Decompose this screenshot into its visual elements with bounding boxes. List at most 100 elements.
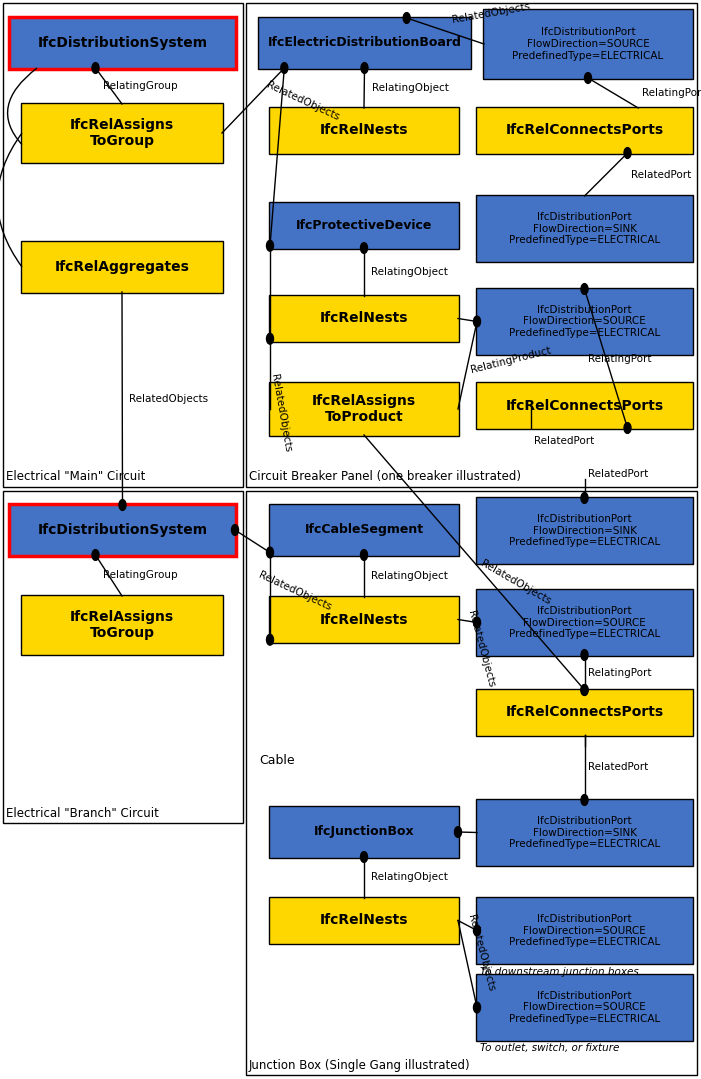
Circle shape <box>624 148 631 159</box>
Circle shape <box>266 547 273 558</box>
Circle shape <box>473 617 480 628</box>
Text: IfcDistributionPort
FlowDirection=SOURCE
PredefinedType=ELECTRICAL: IfcDistributionPort FlowDirection=SOURCE… <box>509 606 660 639</box>
Text: RelatingObject: RelatingObject <box>371 873 448 883</box>
Circle shape <box>585 72 592 83</box>
Text: To outlet, switch, or fixture: To outlet, switch, or fixture <box>480 1043 620 1053</box>
Text: RelatedObjects: RelatedObjects <box>479 558 552 606</box>
Text: IfcDistributionPort
FlowDirection=SINK
PredefinedType=ELECTRICAL: IfcDistributionPort FlowDirection=SINK P… <box>509 514 660 547</box>
Text: RelatingPort: RelatingPort <box>588 668 651 678</box>
Text: IfcElectricDistributionBoard: IfcElectricDistributionBoard <box>268 37 461 50</box>
FancyBboxPatch shape <box>269 596 458 643</box>
FancyBboxPatch shape <box>476 288 693 355</box>
FancyBboxPatch shape <box>483 9 693 79</box>
Circle shape <box>361 63 368 73</box>
FancyBboxPatch shape <box>476 107 693 154</box>
Text: To downstream junction boxes: To downstream junction boxes <box>480 967 639 976</box>
Text: IfcProtectiveDevice: IfcProtectiveDevice <box>296 219 433 232</box>
FancyBboxPatch shape <box>269 806 458 858</box>
Text: RelatedObjects: RelatedObjects <box>257 570 334 612</box>
FancyBboxPatch shape <box>9 17 236 69</box>
Text: RelatedPort: RelatedPort <box>588 763 648 773</box>
Text: RelatedPort: RelatedPort <box>631 169 691 179</box>
Circle shape <box>473 1002 480 1013</box>
Circle shape <box>473 316 480 327</box>
Text: IfcDistributionPort
FlowDirection=SOURCE
PredefinedType=ELECTRICAL: IfcDistributionPort FlowDirection=SOURCE… <box>509 991 660 1024</box>
Text: IfcRelConnectsPorts: IfcRelConnectsPorts <box>505 123 664 137</box>
Circle shape <box>92 63 99 73</box>
FancyBboxPatch shape <box>476 382 693 429</box>
Text: IfcRelConnectsPorts: IfcRelConnectsPorts <box>505 398 664 412</box>
FancyBboxPatch shape <box>476 589 693 656</box>
Circle shape <box>581 493 588 504</box>
FancyBboxPatch shape <box>476 195 693 262</box>
Text: RelatingObject: RelatingObject <box>371 267 448 277</box>
FancyBboxPatch shape <box>269 382 458 436</box>
Bar <box>3 3 243 487</box>
Text: IfcDistributionPort
FlowDirection=SINK
PredefinedType=ELECTRICAL: IfcDistributionPort FlowDirection=SINK P… <box>509 211 660 245</box>
Text: IfcRelNests: IfcRelNests <box>320 312 408 326</box>
Text: RelatedObjects: RelatedObjects <box>466 609 496 688</box>
Circle shape <box>581 794 588 805</box>
Text: Cable: Cable <box>259 753 294 766</box>
FancyBboxPatch shape <box>269 504 458 556</box>
Circle shape <box>581 684 588 695</box>
Circle shape <box>92 549 99 560</box>
Text: RelatedObjects: RelatedObjects <box>268 373 292 453</box>
Text: Electrical "Main" Circuit: Electrical "Main" Circuit <box>6 470 145 483</box>
Circle shape <box>119 500 126 510</box>
Circle shape <box>266 241 273 251</box>
Text: IfcDistributionPort
FlowDirection=SOURCE
PredefinedType=ELECTRICAL: IfcDistributionPort FlowDirection=SOURCE… <box>512 27 664 60</box>
Text: RelatedObjects: RelatedObjects <box>466 914 496 993</box>
Text: RelatingPort: RelatingPort <box>641 88 701 98</box>
Text: RelatingObject: RelatingObject <box>372 83 449 93</box>
Text: IfcRelAggregates: IfcRelAggregates <box>55 260 189 274</box>
Text: IfcRelNests: IfcRelNests <box>320 123 408 137</box>
Text: IfcRelNests: IfcRelNests <box>320 613 408 627</box>
Text: RelatedPort: RelatedPort <box>534 436 594 446</box>
Text: RelatingObject: RelatingObject <box>371 571 448 581</box>
Text: IfcCableSegment: IfcCableSegment <box>304 523 423 536</box>
FancyBboxPatch shape <box>9 504 236 556</box>
Text: IfcDistributionSystem: IfcDistributionSystem <box>37 36 207 50</box>
Text: RelatedObjects: RelatedObjects <box>265 80 341 122</box>
FancyBboxPatch shape <box>476 798 693 866</box>
FancyBboxPatch shape <box>476 974 693 1041</box>
Circle shape <box>360 549 367 560</box>
FancyBboxPatch shape <box>476 897 693 964</box>
Text: RelatingPort: RelatingPort <box>588 354 651 364</box>
Text: IfcRelAssigns
ToGroup: IfcRelAssigns ToGroup <box>70 118 174 148</box>
Text: RelatingProduct: RelatingProduct <box>470 346 552 375</box>
Text: RelatedObjects: RelatedObjects <box>451 1 531 25</box>
FancyBboxPatch shape <box>21 103 223 163</box>
Bar <box>3 491 243 823</box>
Circle shape <box>360 243 367 254</box>
Text: RelatingGroup: RelatingGroup <box>102 81 177 91</box>
Text: Electrical "Branch" Circuit: Electrical "Branch" Circuit <box>6 807 159 820</box>
Text: RelatedObjects: RelatedObjects <box>129 394 208 404</box>
Circle shape <box>454 827 461 837</box>
Text: IfcRelAssigns
ToGroup: IfcRelAssigns ToGroup <box>70 610 174 640</box>
FancyBboxPatch shape <box>269 897 458 944</box>
FancyBboxPatch shape <box>21 241 223 293</box>
Text: IfcRelNests: IfcRelNests <box>320 914 408 928</box>
Text: Junction Box (Single Gang illustrated): Junction Box (Single Gang illustrated) <box>249 1058 470 1073</box>
FancyBboxPatch shape <box>476 497 693 564</box>
Circle shape <box>581 684 588 695</box>
Text: IfcDistributionSystem: IfcDistributionSystem <box>37 523 207 537</box>
Text: IfcRelAssigns
ToProduct: IfcRelAssigns ToProduct <box>312 394 416 424</box>
Text: RelatedPort: RelatedPort <box>588 468 648 479</box>
Bar <box>246 3 697 487</box>
Circle shape <box>581 284 588 295</box>
Text: Circuit Breaker Panel (one breaker illustrated): Circuit Breaker Panel (one breaker illus… <box>249 470 521 483</box>
Circle shape <box>581 650 588 660</box>
Text: IfcJunctionBox: IfcJunctionBox <box>313 825 414 838</box>
Circle shape <box>281 63 288 73</box>
FancyBboxPatch shape <box>269 202 458 249</box>
Bar <box>246 491 697 1075</box>
Circle shape <box>266 634 273 645</box>
Circle shape <box>403 13 410 24</box>
Circle shape <box>473 925 480 935</box>
FancyBboxPatch shape <box>476 688 693 736</box>
FancyBboxPatch shape <box>269 107 458 154</box>
Text: IfcDistributionPort
FlowDirection=SINK
PredefinedType=ELECTRICAL: IfcDistributionPort FlowDirection=SINK P… <box>509 816 660 849</box>
